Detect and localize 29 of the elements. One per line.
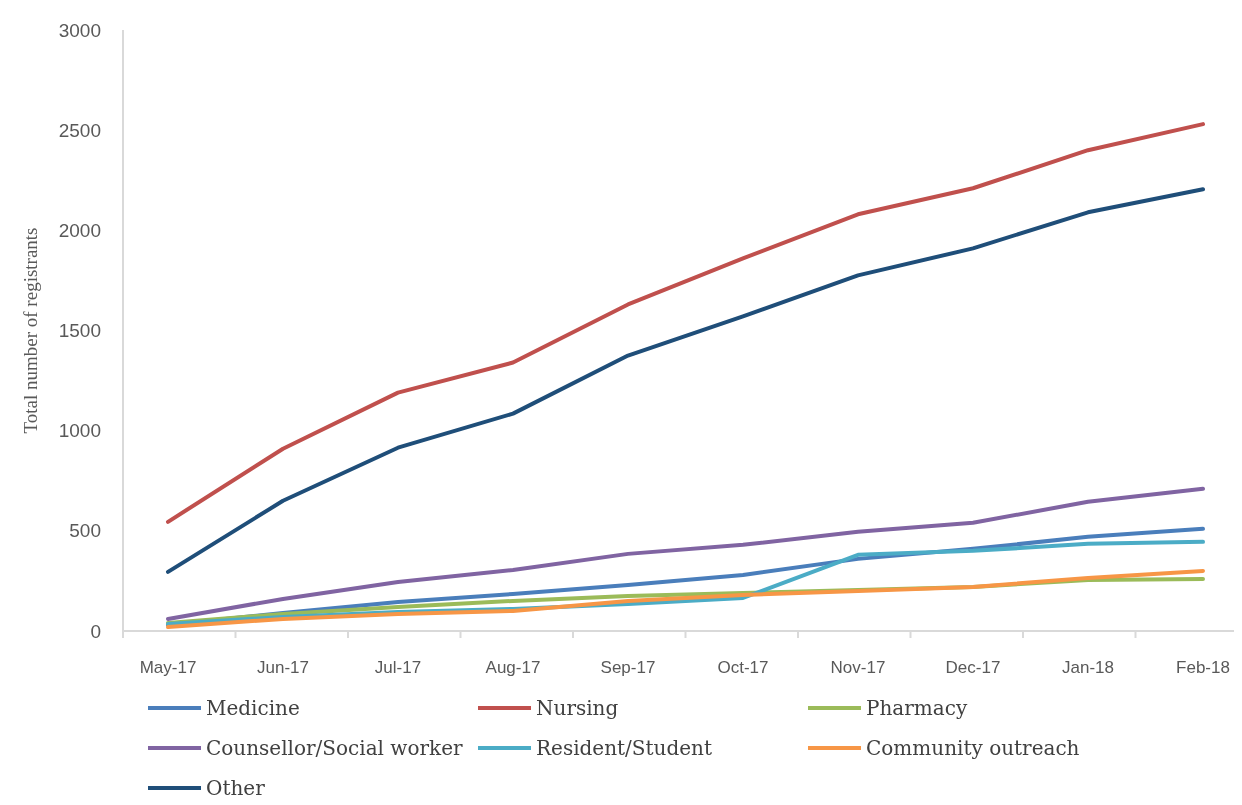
x-tick-label: Aug-17 <box>485 658 541 677</box>
y-axis-title: Total number of registrants <box>20 227 41 434</box>
line-series <box>166 122 1205 524</box>
y-tick-label: 1000 <box>58 420 101 442</box>
legend-label: Nursing <box>536 696 619 720</box>
line-series <box>166 486 1205 621</box>
x-tick-label: May-17 <box>139 658 197 677</box>
y-tick-label: 0 <box>90 620 101 642</box>
line-series <box>166 187 1205 574</box>
x-tick-label: Jun-17 <box>257 658 309 677</box>
y-tick-label: 3000 <box>58 19 101 41</box>
y-tick-label: 500 <box>69 520 101 542</box>
x-tick-label: Sep-17 <box>600 658 656 677</box>
x-tick-label: Jan-18 <box>1062 658 1114 677</box>
line-series <box>166 568 1205 629</box>
legend-label: Resident/Student <box>536 736 713 760</box>
y-tick-label: 2000 <box>58 219 101 241</box>
x-tick-label: Nov-17 <box>830 658 886 677</box>
legend-label: Pharmacy <box>866 696 968 720</box>
legend-label: Medicine <box>206 696 300 720</box>
legend-label: Other <box>206 776 266 800</box>
x-tick-label: Oct-17 <box>717 658 769 677</box>
legend-label: Counsellor/Social worker <box>206 736 464 760</box>
y-tick-label: 1500 <box>58 320 101 341</box>
legend-label: Community outreach <box>866 736 1080 760</box>
x-tick-label: Dec-17 <box>945 658 1001 677</box>
x-tick-label: Feb-18 <box>1176 658 1230 677</box>
y-tick-label: 2500 <box>58 119 101 141</box>
x-tick-label: Jul-17 <box>374 658 422 677</box>
